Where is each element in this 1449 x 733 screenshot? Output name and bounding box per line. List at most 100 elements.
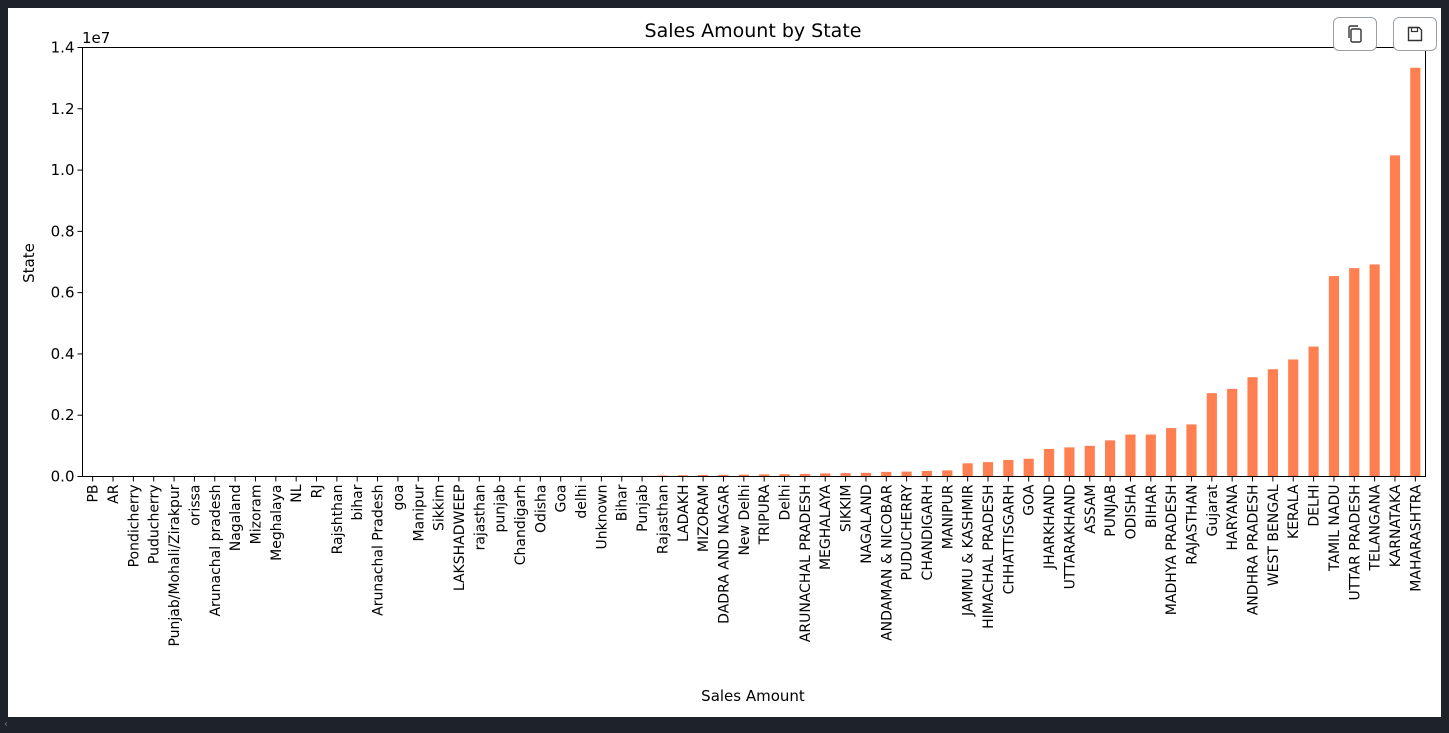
x-tick-label: DADRA AND NAGAR [716, 484, 732, 624]
x-tick-label: PB [86, 485, 102, 503]
copy-icon [1348, 25, 1362, 43]
x-tick-label: RJ [310, 485, 326, 499]
scroll-left-icon[interactable]: ‹ [4, 719, 8, 730]
bar [1389, 155, 1401, 477]
bar [718, 474, 729, 477]
x-tick-label: Bihar [615, 484, 631, 521]
x-tick-label: ODISHA [1123, 484, 1139, 539]
x-tick-label: MANIPUR [940, 484, 956, 549]
bar [1328, 276, 1340, 477]
bar [738, 474, 749, 477]
bar [1043, 448, 1055, 477]
x-tick-label: Mizoram [248, 485, 264, 545]
x-tick-label: HIMACHAL PRADESH [981, 485, 997, 629]
x-tick-label: MIZORAM [696, 485, 712, 553]
bars-group [87, 67, 1421, 477]
x-tick-label: Punjab [635, 484, 651, 531]
bar [1125, 434, 1136, 477]
x-tick-label: KARNATAKA [1388, 484, 1404, 567]
bar [921, 470, 933, 477]
bar [1206, 393, 1217, 477]
x-tick-label: MADHYA PRADESH [1164, 485, 1180, 616]
bar [1166, 428, 1177, 477]
x-tick-label: AR [106, 484, 122, 504]
bar [982, 462, 994, 477]
bar [1064, 447, 1075, 477]
x-tick-label: Unknown [594, 485, 610, 550]
x-tick-label: ARUNACHAL PRADESH [798, 485, 814, 643]
bar [1410, 67, 1421, 477]
save-button[interactable] [1393, 17, 1437, 51]
bar [881, 471, 892, 477]
x-tick-label: MEGHALAYA [818, 484, 834, 570]
sales-bar-chart: Sales Amount by State 1e7 State Sales Am… [20, 20, 1426, 705]
bar [779, 474, 790, 477]
x-tick-label: RAJASTHAN [1184, 485, 1200, 565]
bar [1369, 264, 1380, 477]
bar [1003, 459, 1014, 477]
x-tick-label: Arunachal Pradesh [371, 485, 387, 616]
x-tick-label: DELHI [1307, 485, 1323, 527]
bar [962, 463, 973, 477]
y-tick-label: 1.4 [51, 39, 75, 57]
x-tick-label: HARYANA [1225, 484, 1241, 550]
x-tick-label: Puducherry [147, 485, 163, 565]
x-tick-label: Goa [554, 485, 570, 513]
x-tick-label: Delhi [778, 485, 794, 521]
save-icon [1407, 26, 1423, 42]
x-tick-label: Gujarat [1205, 484, 1221, 537]
x-tick-label: LADAKH [676, 485, 692, 543]
x-tick-label: bihar [350, 484, 366, 520]
x-tick-label: punjab [493, 484, 509, 532]
y-tick-label: 0.0 [51, 468, 75, 486]
x-tick-label: JAMMU & KASHMIR [961, 484, 977, 617]
y-axis-ticks: 0.0 0.2 0.4 0.6 0.8 1.0 1.2 1.4 [51, 39, 83, 486]
x-tick-label: TRIPURA [757, 484, 773, 545]
plot-frame [82, 47, 1426, 477]
x-tick-label: LAKSHADWEEP [452, 485, 468, 592]
bar [820, 473, 831, 477]
bar [1308, 346, 1319, 477]
bar [759, 474, 770, 477]
x-tick-label: New Delhi [737, 485, 753, 556]
x-tick-label: WEST BENGAL [1266, 484, 1282, 586]
x-tick-label: Rajasthan [655, 485, 671, 555]
x-tick-label: rajasthan [472, 485, 488, 551]
x-tick-label: delhi [574, 485, 590, 519]
x-tick-label: Arunachal pradesh [208, 485, 224, 617]
bottom-scrollbar[interactable]: ‹ [0, 717, 1449, 733]
bar [1247, 377, 1258, 477]
bar [1227, 388, 1238, 477]
x-tick-label: Odisha [533, 485, 549, 534]
x-tick-label: ASSAM [1083, 485, 1099, 534]
y-tick-label: 0.2 [51, 406, 75, 424]
bar [901, 471, 912, 477]
x-axis-label: Sales Amount [701, 687, 805, 705]
copy-button[interactable] [1333, 17, 1377, 51]
x-tick-label: GOA [1022, 484, 1038, 516]
y-tick-label: 1.0 [51, 161, 75, 179]
bar [1145, 434, 1156, 477]
x-axis-ticks: PB AR Pondicherry Puducherry Punjab/Mohali/Z… [86, 476, 1424, 647]
bar [1349, 268, 1360, 477]
bar [677, 475, 688, 477]
bar [1023, 458, 1034, 477]
x-tick-label: BIHAR [1144, 484, 1160, 528]
x-tick-label: NAGALAND [859, 485, 875, 564]
x-tick-label: goa [391, 485, 407, 511]
bar [860, 472, 872, 477]
x-tick-label: Nagaland [228, 485, 244, 552]
bar [1186, 424, 1197, 477]
x-tick-label: Chandigarh [513, 485, 529, 566]
x-tick-label: orissa [187, 485, 203, 526]
x-tick-label: Manipur [411, 484, 427, 541]
chart-title: Sales Amount by State [645, 20, 862, 42]
bar [799, 473, 810, 477]
x-tick-label: SIKKIM [839, 485, 855, 533]
plot-panel: Sales Amount by State 1e7 State Sales Am… [8, 8, 1441, 717]
x-tick-label: TELANGANA [1368, 484, 1384, 571]
bar [840, 473, 851, 477]
x-tick-label: ANDAMAN & NICOBAR [879, 484, 895, 641]
x-tick-label: JHARKHAND [1042, 485, 1058, 571]
bar [942, 470, 953, 477]
